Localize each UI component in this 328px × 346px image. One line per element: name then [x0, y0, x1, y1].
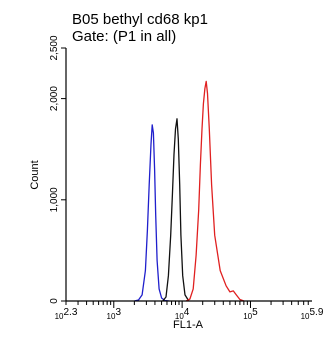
y-axis-label: Count	[29, 160, 41, 189]
series-layer	[134, 80, 245, 302]
x-tick-exponent: 5	[252, 307, 258, 318]
y-tick-label: 2,000	[49, 86, 60, 111]
x-tick-label: 104	[175, 307, 190, 321]
y-tick-label: 0	[49, 298, 60, 304]
x-tick-base: 10	[107, 312, 116, 321]
x-axis-label: FL1-A	[173, 319, 204, 331]
y-tick-label: 1,000	[49, 187, 60, 212]
x-tick-base: 10	[175, 312, 184, 321]
x-tick-label: 103	[107, 307, 122, 321]
x-tick-exponent: 2.3	[64, 307, 78, 318]
x-tick-label: 102.3	[55, 307, 78, 321]
x-tick-base: 10	[243, 312, 252, 321]
axes-layer	[65, 48, 312, 302]
x-tick-exponent: 3	[115, 307, 121, 318]
chart-subtitle: Gate: (P1 in all)	[72, 28, 176, 45]
histogram-series-3	[185, 80, 245, 302]
x-tick-exponent: 5.9	[310, 307, 324, 318]
histogram-series-2	[162, 118, 190, 302]
x-tick-base: 10	[55, 312, 64, 321]
x-tick-label: 105.9	[301, 307, 324, 321]
x-tick-label: 105	[243, 307, 258, 321]
x-tick-exponent: 4	[184, 307, 190, 318]
histogram-series-1	[134, 124, 170, 302]
chart-title: B05 bethyl cd68 kp1	[72, 11, 208, 28]
y-tick-label: 2,500	[49, 35, 60, 60]
x-tick-base: 10	[301, 312, 310, 321]
